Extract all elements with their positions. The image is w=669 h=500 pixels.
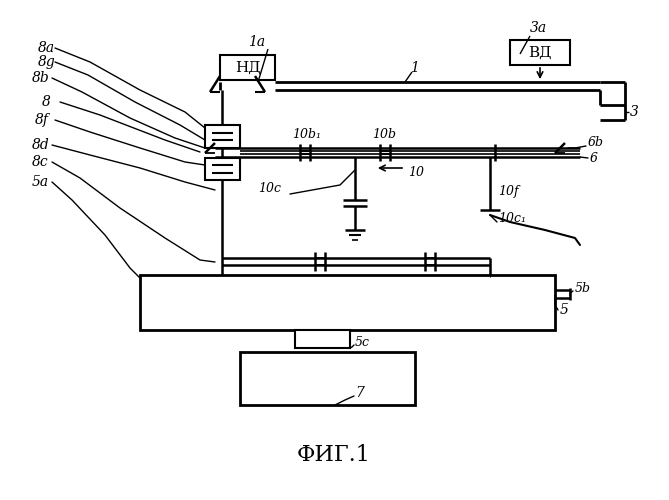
Text: 5b: 5b	[575, 282, 591, 294]
Text: 3: 3	[630, 105, 639, 119]
Bar	[295, 330, 350, 348]
Text: ФИГ.1: ФИГ.1	[297, 444, 371, 466]
Text: 8с: 8с	[32, 155, 49, 169]
Text: 5: 5	[560, 303, 569, 317]
Bar	[220, 55, 275, 80]
Bar	[240, 352, 415, 405]
Text: 5а: 5а	[32, 175, 49, 189]
Text: 6b: 6b	[588, 136, 604, 148]
Text: 10f: 10f	[498, 186, 518, 198]
Text: 8g: 8g	[38, 55, 56, 69]
Text: 10b₁: 10b₁	[292, 128, 321, 141]
Text: ВД: ВД	[529, 46, 552, 60]
Text: 8: 8	[42, 95, 51, 109]
Text: 10с: 10с	[258, 182, 281, 194]
Bar	[140, 275, 555, 330]
Text: НД: НД	[235, 60, 260, 74]
Text: 8d: 8d	[32, 138, 50, 152]
Text: 5с: 5с	[355, 336, 370, 348]
Text: 8а: 8а	[38, 41, 55, 55]
Text: 10с₁: 10с₁	[498, 212, 526, 224]
Text: 7: 7	[355, 386, 364, 400]
Text: 8f: 8f	[35, 113, 49, 127]
Text: 6: 6	[590, 152, 598, 164]
Text: 10: 10	[408, 166, 424, 178]
Bar	[205, 158, 240, 180]
Bar	[510, 40, 570, 65]
Text: 1: 1	[410, 61, 419, 75]
Text: 10b: 10b	[372, 128, 396, 141]
Text: 8b: 8b	[32, 71, 50, 85]
Text: 1а: 1а	[248, 35, 265, 49]
Bar	[205, 125, 240, 148]
Text: 3а: 3а	[530, 21, 547, 35]
